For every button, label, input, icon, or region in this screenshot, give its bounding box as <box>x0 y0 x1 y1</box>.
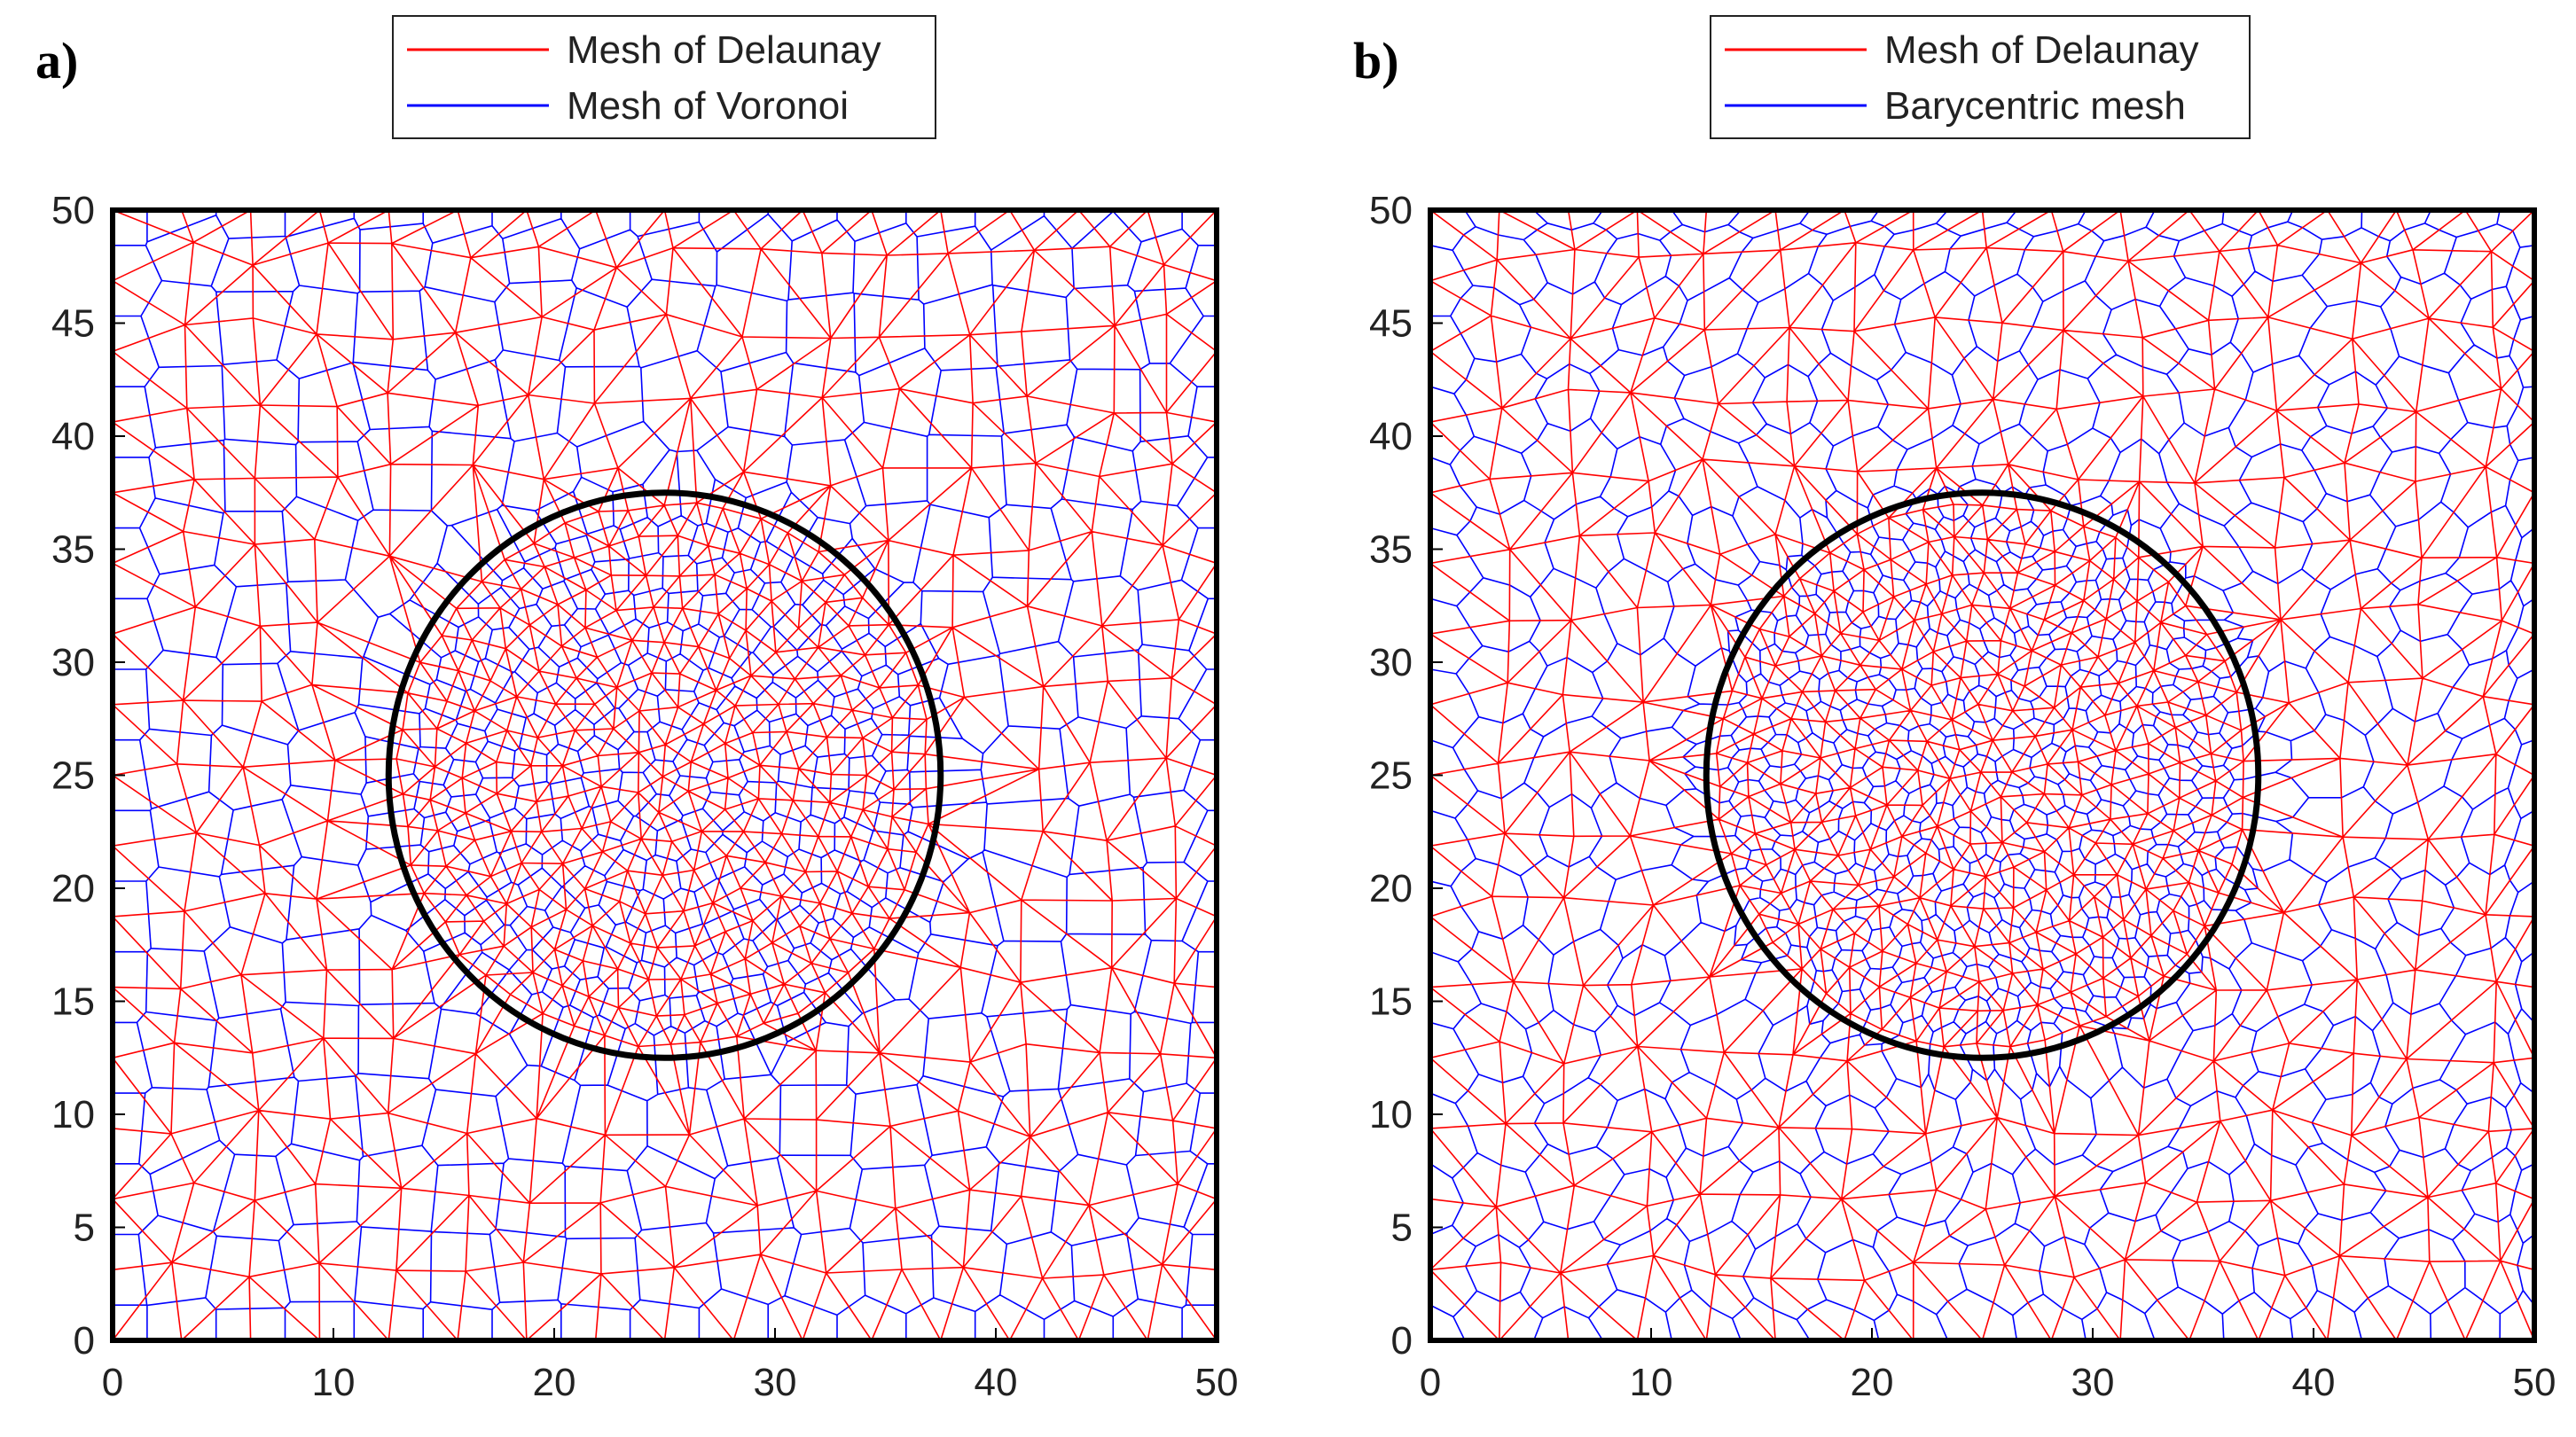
y-tick-label: 30 <box>51 641 95 684</box>
mesh-panel-a: 0 10 20 30 40 50 0 5 10 15 20 25 30 35 40 45 50 <box>51 189 1238 1404</box>
x-tick-label: 20 <box>1851 1361 1894 1404</box>
y-tick-label: 0 <box>1391 1319 1413 1363</box>
delaunay-mesh-lines <box>113 210 1217 1340</box>
y-tick-label: 50 <box>51 189 95 232</box>
y-tick-label: 50 <box>1369 189 1413 232</box>
y-tick-label: 30 <box>1369 641 1413 684</box>
y-tick-label: 40 <box>51 415 95 458</box>
y-tick-label: 15 <box>1369 980 1413 1024</box>
y-tick-label: 45 <box>1369 302 1413 346</box>
x-tick-label: 10 <box>312 1361 356 1404</box>
y-tick-label: 10 <box>51 1093 95 1136</box>
y-tick-label: 0 <box>74 1319 95 1363</box>
x-tick-label: 0 <box>102 1361 123 1404</box>
panel-label: b) <box>1353 32 1399 90</box>
y-tick-label: 20 <box>1369 867 1413 910</box>
x-tick-label: 50 <box>1195 1361 1239 1404</box>
x-tick-label: 50 <box>2513 1361 2556 1404</box>
legend-box <box>392 15 936 139</box>
legend: Mesh of Delaunay Barycentric mesh <box>1710 15 2251 139</box>
y-tick-label: 10 <box>1369 1093 1413 1136</box>
legend-entry: Mesh of Delaunay <box>1884 28 2199 72</box>
y-tick-label: 20 <box>51 867 95 910</box>
y-tick-label: 25 <box>1369 754 1413 798</box>
legend: Mesh of Delaunay Mesh of Voronoi <box>392 15 936 139</box>
y-tick-label: 5 <box>1391 1207 1413 1250</box>
y-tick-label: 25 <box>51 754 95 798</box>
inclusion-circle <box>1703 489 2262 1061</box>
panel-label: a) <box>35 32 78 90</box>
x-tick-label: 0 <box>1420 1361 1441 1404</box>
mesh-panel-b: 0 10 20 30 40 50 0 5 10 15 20 25 30 35 40 45 50 <box>1369 189 2556 1404</box>
x-tick-label: 40 <box>975 1361 1018 1404</box>
x-tick-label: 30 <box>754 1361 797 1404</box>
y-tick-label: 35 <box>51 528 95 572</box>
y-tick-label: 5 <box>74 1207 95 1250</box>
secondary-mesh-lines <box>1430 210 2534 1340</box>
y-tick-label: 35 <box>1369 528 1413 572</box>
x-tick-label: 10 <box>1630 1361 1673 1404</box>
x-tick-label: 40 <box>2292 1361 2336 1404</box>
y-tick-label: 40 <box>1369 415 1413 458</box>
y-tick-label: 15 <box>51 980 95 1024</box>
legend-entry: Mesh of Voronoi <box>567 84 849 128</box>
legend-box <box>1710 15 2251 139</box>
delaunay-mesh-lines <box>1430 210 2534 1340</box>
inclusion-circle <box>385 489 944 1061</box>
legend-entry: Barycentric mesh <box>1884 84 2186 128</box>
legend-entry: Mesh of Delaunay <box>567 28 881 72</box>
x-tick-label: 20 <box>533 1361 576 1404</box>
x-tick-label: 30 <box>2071 1361 2115 1404</box>
y-tick-label: 45 <box>51 302 95 346</box>
